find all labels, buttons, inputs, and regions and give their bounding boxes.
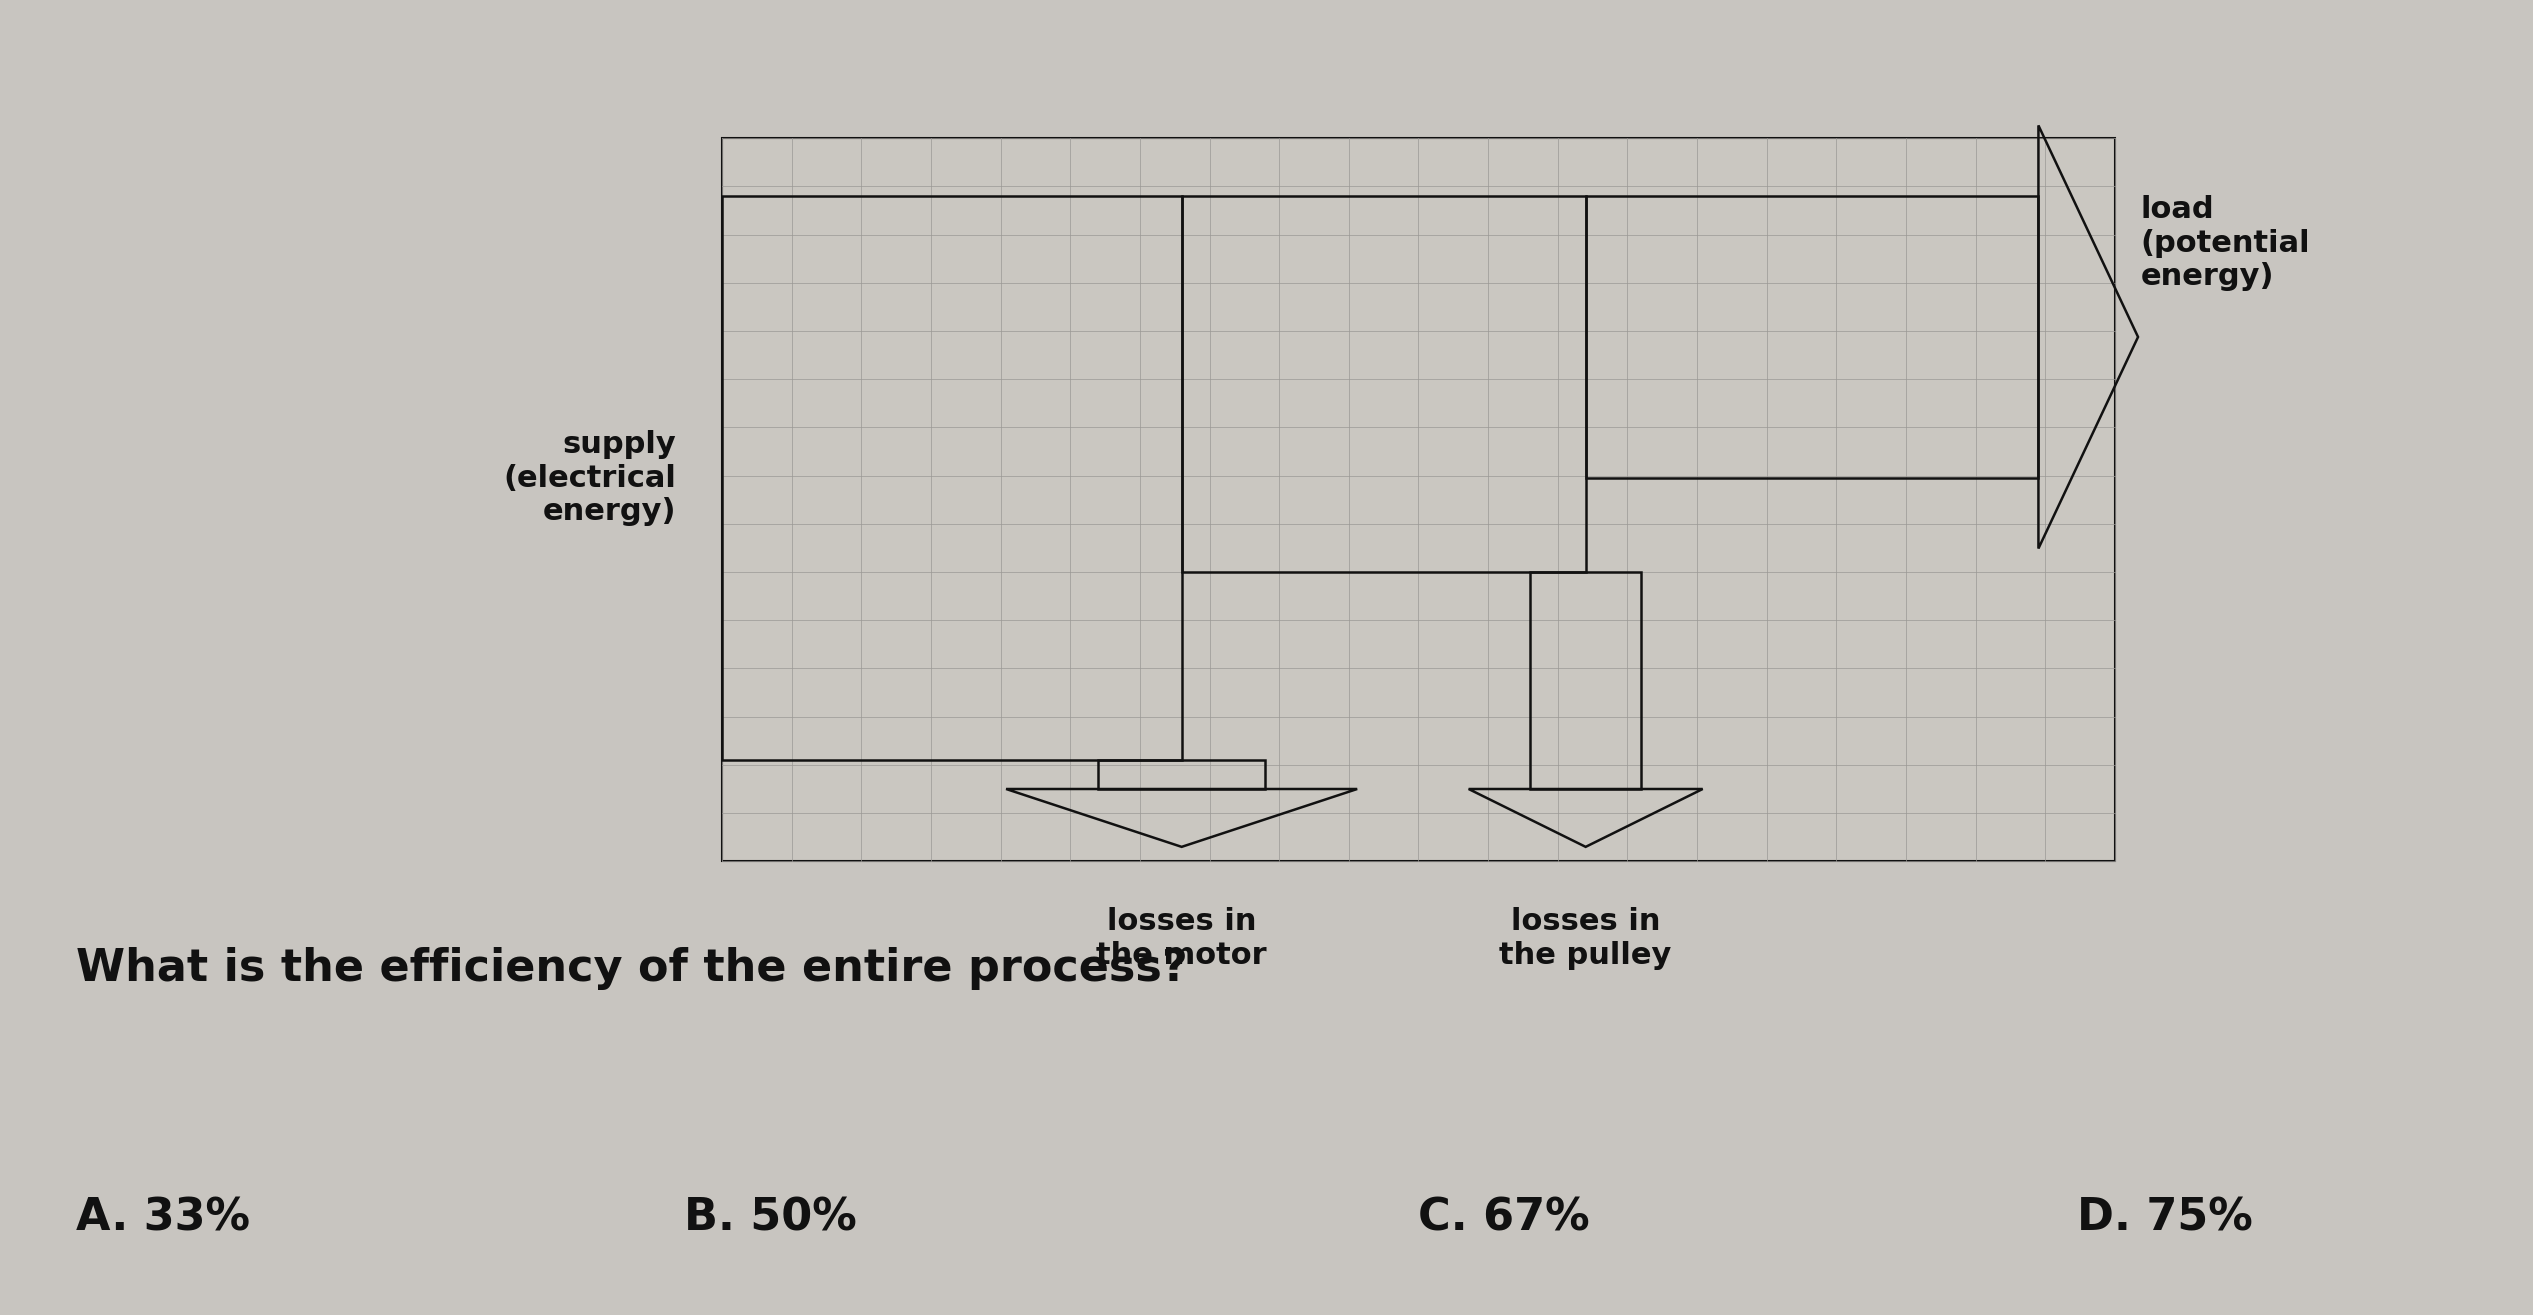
Bar xyxy=(722,138,2115,861)
Text: load
(potential
energy): load (potential energy) xyxy=(2140,195,2310,292)
Text: B. 50%: B. 50% xyxy=(684,1197,856,1240)
Text: What is the efficiency of the entire process?: What is the efficiency of the entire pro… xyxy=(76,947,1188,990)
Text: supply
(electrical
energy): supply (electrical energy) xyxy=(504,430,676,526)
Text: losses in
the pulley: losses in the pulley xyxy=(1500,907,1672,970)
Text: C. 67%: C. 67% xyxy=(1418,1197,1591,1240)
Text: A. 33%: A. 33% xyxy=(76,1197,251,1240)
Text: D. 75%: D. 75% xyxy=(2077,1197,2252,1240)
Text: losses in
the motor: losses in the motor xyxy=(1097,907,1266,970)
